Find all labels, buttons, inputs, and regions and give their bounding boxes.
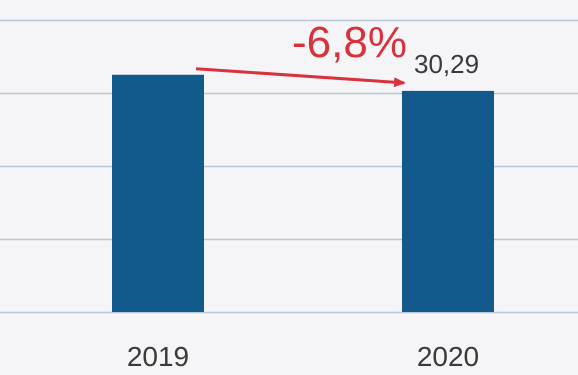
data-label-2020: 30,29 xyxy=(414,49,479,79)
bar-2019 xyxy=(112,74,204,312)
bars xyxy=(112,74,494,313)
change-annotation: -6,8% xyxy=(195,18,407,88)
change-percentage-label: -6,8% xyxy=(292,18,407,67)
x-tick-label-2019: 2019 xyxy=(127,341,189,372)
change-arrow xyxy=(195,67,406,88)
bar-2020 xyxy=(402,90,494,313)
x-tick-label-2020: 2020 xyxy=(417,341,479,372)
labels: 2019 2020 30,29 xyxy=(127,49,479,372)
